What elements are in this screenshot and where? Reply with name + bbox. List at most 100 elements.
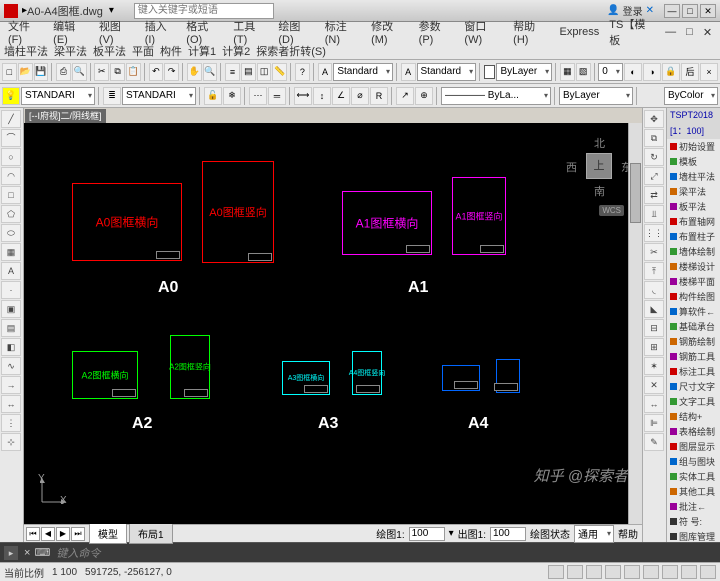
rpanel-item-17[interactable]: 文字工具 bbox=[667, 394, 720, 409]
minimize-button[interactable]: — bbox=[664, 4, 680, 18]
rt-trim[interactable]: ✂ bbox=[644, 243, 664, 261]
tab-first[interactable]: ⏮ bbox=[26, 527, 40, 541]
dim3-icon[interactable]: ∠ bbox=[332, 87, 350, 105]
props-icon[interactable]: ▤ bbox=[241, 63, 256, 81]
view-tab[interactable]: [--I府视]二/阴线框] bbox=[25, 109, 106, 123]
bycolor-combo[interactable]: ByColor bbox=[664, 87, 718, 105]
rpanel-item-4[interactable]: 板平法 bbox=[667, 199, 720, 214]
rpanel-item-18[interactable]: 结构+ bbox=[667, 409, 720, 424]
rt-move[interactable]: ✥ bbox=[644, 110, 664, 128]
sb-osnap[interactable] bbox=[624, 565, 640, 579]
lweight-combo[interactable]: ByLayer bbox=[559, 87, 633, 105]
rpanel-item-12[interactable]: 基础承台 bbox=[667, 319, 720, 334]
sb-ortho[interactable] bbox=[586, 565, 602, 579]
m2-4[interactable]: 构件 bbox=[160, 43, 182, 59]
rpanel-item-21[interactable]: 组与图块 bbox=[667, 454, 720, 469]
menu-window[interactable]: 窗口(W) bbox=[460, 16, 507, 48]
m2-3[interactable]: 平面 bbox=[132, 43, 154, 59]
menu-express[interactable]: Express bbox=[556, 24, 604, 40]
mdi-max[interactable]: □ bbox=[682, 24, 697, 41]
plot-scale-2[interactable] bbox=[490, 527, 526, 541]
rpanel-item-13[interactable]: 钢筋绘制 bbox=[667, 334, 720, 349]
rpanel-item-6[interactable]: 布置柱子 bbox=[667, 229, 720, 244]
rpanel-item-16[interactable]: 尺寸文字 bbox=[667, 379, 720, 394]
rt-break[interactable]: ⊟ bbox=[644, 319, 664, 337]
tol-icon[interactable]: ⊕ bbox=[415, 87, 433, 105]
maximize-button[interactable]: □ bbox=[682, 4, 698, 18]
rt-join[interactable]: ⊞ bbox=[644, 338, 664, 356]
open-icon[interactable]: 📂 bbox=[18, 63, 33, 81]
rpanel-item-7[interactable]: 墙体绘制 bbox=[667, 244, 720, 259]
frame-a3v[interactable]: A4图框竖向 bbox=[352, 351, 382, 395]
zoom-icon[interactable]: 🔍 bbox=[203, 63, 218, 81]
rt-stretch[interactable]: ↔ bbox=[644, 395, 664, 413]
rt-scale[interactable]: ⤢ bbox=[644, 167, 664, 185]
lt-icon[interactable]: ⋯ bbox=[249, 87, 267, 105]
rt-erase[interactable]: ✕ bbox=[644, 376, 664, 394]
mdi-close[interactable]: ✕ bbox=[699, 24, 716, 41]
preview-icon[interactable]: 🔍 bbox=[72, 63, 87, 81]
new-icon[interactable]: □ bbox=[2, 63, 17, 81]
sb-grid[interactable] bbox=[567, 565, 583, 579]
undo-icon[interactable]: ↶ bbox=[149, 63, 164, 81]
freeze-icon[interactable]: ❄ bbox=[223, 87, 241, 105]
rpanel-item-24[interactable]: 批注← bbox=[667, 499, 720, 514]
lt-table[interactable]: ▤ bbox=[1, 319, 21, 337]
lay2-icon[interactable]: ≣ bbox=[103, 87, 121, 105]
m2-2[interactable]: 板平法 bbox=[93, 43, 126, 59]
rpanel-item-20[interactable]: 图层显示 bbox=[667, 439, 720, 454]
pan-icon[interactable]: ✋ bbox=[187, 63, 202, 81]
save-icon[interactable]: 💾 bbox=[34, 63, 49, 81]
frame-a2v[interactable]: A2图框竖向 bbox=[170, 335, 210, 399]
drawing-canvas[interactable]: A0图框横向A0图框竖向A1图框横向A1图框竖向A2图框横向A2图框竖向A3图框… bbox=[24, 123, 642, 524]
layer-icon[interactable]: ≡ bbox=[225, 63, 240, 81]
m2-7[interactable]: 探索者折转(S) bbox=[256, 43, 326, 59]
frame-a3h[interactable]: A3图框横向 bbox=[282, 361, 330, 395]
mdi-min[interactable]: — bbox=[661, 24, 680, 41]
lt-meas[interactable]: ⊹ bbox=[1, 433, 21, 451]
plot-state[interactable]: 通用 bbox=[574, 525, 614, 543]
lt-circle[interactable]: ○ bbox=[1, 148, 21, 166]
rt-mirror[interactable]: ⇄ bbox=[644, 186, 664, 204]
num-combo[interactable]: 0 bbox=[598, 63, 623, 81]
rpanel-item-0[interactable]: 初始设置 bbox=[667, 139, 720, 154]
rt-offset[interactable]: ⫫ bbox=[644, 205, 664, 223]
close-button[interactable]: ✕ bbox=[700, 4, 716, 18]
sb-otrack[interactable] bbox=[643, 565, 659, 579]
print-icon[interactable]: ⎙ bbox=[56, 63, 71, 81]
tab-last[interactable]: ⏭ bbox=[71, 527, 85, 541]
tab-layout1[interactable]: 布局1 bbox=[129, 523, 173, 544]
rpanel-item-2[interactable]: 墙柱平法 bbox=[667, 169, 720, 184]
rpanel-item-14[interactable]: 钢筋工具 bbox=[667, 349, 720, 364]
color-combo[interactable]: ByLayer bbox=[496, 63, 552, 81]
rpanel-item-5[interactable]: 布置轴网 bbox=[667, 214, 720, 229]
dim5-icon[interactable]: R bbox=[370, 87, 388, 105]
m2-6[interactable]: 计算2 bbox=[222, 43, 250, 59]
lock-icon[interactable]: 🔓 bbox=[204, 87, 222, 105]
dim2-icon[interactable]: ↕ bbox=[313, 87, 331, 105]
rpanel-item-15[interactable]: 标注工具 bbox=[667, 364, 720, 379]
lt-spline[interactable]: ∿ bbox=[1, 357, 21, 375]
tab-next[interactable]: ▶ bbox=[56, 527, 70, 541]
rt-align[interactable]: ⊫ bbox=[644, 414, 664, 432]
rt-fillet[interactable]: ◟ bbox=[644, 281, 664, 299]
layer2-combo[interactable]: STANDARI bbox=[122, 87, 196, 105]
r3-icon[interactable]: 🔒 bbox=[662, 63, 680, 81]
menu-help[interactable]: 帮助(H) bbox=[509, 16, 553, 48]
rpanel-item-11[interactable]: 算软件← bbox=[667, 304, 720, 319]
cut-icon[interactable]: ✂ bbox=[94, 63, 109, 81]
dim4-icon[interactable]: ⌀ bbox=[351, 87, 369, 105]
help-link[interactable]: 帮助 bbox=[618, 526, 638, 541]
m2-0[interactable]: 墙柱平法 bbox=[4, 43, 48, 59]
rpanel-item-19[interactable]: 表格绘制 bbox=[667, 424, 720, 439]
style-combo[interactable]: Standard bbox=[333, 63, 393, 81]
frame-a4h[interactable] bbox=[442, 365, 480, 391]
sb-lwt[interactable] bbox=[681, 565, 697, 579]
lt-poly[interactable]: ⬠ bbox=[1, 205, 21, 223]
copy-icon[interactable]: ⧉ bbox=[110, 63, 125, 81]
a2-icon[interactable]: A bbox=[401, 63, 416, 81]
menu-param[interactable]: 参数(P) bbox=[415, 16, 459, 48]
color-swatch[interactable] bbox=[484, 65, 496, 79]
r2-icon[interactable]: ◑ bbox=[643, 63, 661, 81]
frame-a0v[interactable]: A0图框竖向 bbox=[202, 161, 274, 263]
